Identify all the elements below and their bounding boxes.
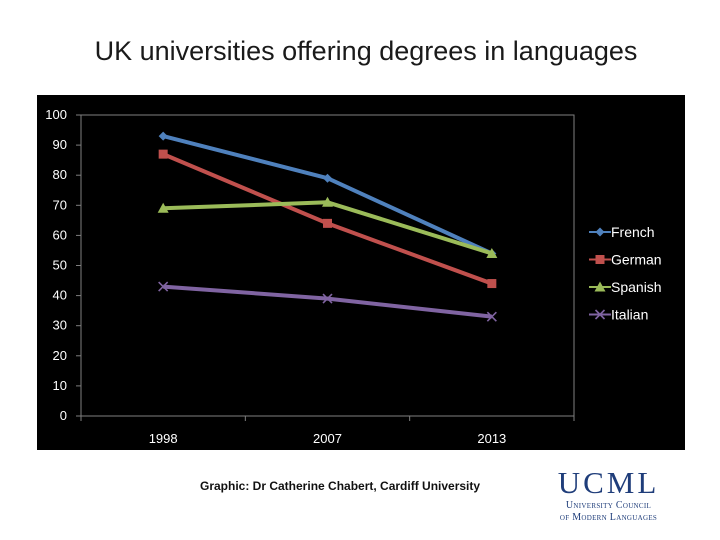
data-point-italian [322, 293, 333, 304]
plot-area [80, 114, 575, 417]
series-line-french [162, 134, 493, 256]
legend-marker-italian [594, 309, 606, 320]
data-point-italian-stroke [486, 311, 497, 322]
y-tick-label: 40 [53, 288, 67, 303]
legend-label-french: French [611, 224, 655, 240]
chart-panel: 0 10 20 30 40 50 60 70 80 90 100 1998 2007 2013 French… [37, 95, 685, 450]
data-point-french [158, 131, 168, 141]
x-tick-label: 2013 [477, 431, 506, 446]
series-line-spanish [163, 200, 493, 256]
y-tick-label: 70 [53, 197, 67, 212]
series-line-italian [163, 284, 493, 319]
data-point-german [158, 149, 168, 159]
data-point-french [323, 173, 332, 183]
series-line-german [162, 152, 493, 286]
data-point-italian [486, 311, 497, 322]
y-tick-label: 30 [53, 318, 67, 333]
legend-label-german: German [611, 252, 662, 268]
y-tick-label: 100 [45, 107, 67, 122]
data-point-italian [158, 281, 169, 292]
y-tick-label: 90 [53, 137, 67, 152]
legend-marker-french [595, 227, 605, 237]
y-tick-label: 50 [53, 258, 67, 273]
graphic-credit: Graphic: Dr Catherine Chabert, Cardiff U… [200, 479, 481, 493]
logo-line-1: University Council [565, 500, 652, 511]
line-chart: 0 10 20 30 40 50 60 70 80 90 100 1998 2007 2013 French… [45, 107, 662, 446]
y-tick-label: 60 [53, 227, 67, 242]
y-tick-label: 80 [53, 167, 67, 182]
slide-title: UK universities offering degrees in lang… [94, 36, 638, 66]
data-point-spanish [322, 196, 333, 207]
x-tick-label: 1998 [149, 431, 178, 446]
x-tick-label: 2007 [313, 431, 342, 446]
y-tick-label: 0 [60, 408, 67, 423]
y-tick-label: 10 [53, 378, 67, 393]
logo-wordmark: UCML [557, 465, 660, 500]
legend-marker-spanish [594, 281, 606, 292]
legend-marker-german [595, 255, 605, 264]
data-point-spanish [486, 247, 498, 258]
data-point-german [487, 279, 497, 289]
y-tick-label: 20 [53, 348, 67, 363]
legend-marker-italian-stroke [594, 309, 606, 320]
logo-line-2: of Modern Languages [559, 512, 658, 523]
data-point-spanish [157, 202, 169, 213]
data-point-italian-stroke [158, 281, 169, 292]
data-point-italian-stroke [322, 293, 333, 304]
ucml-logo: UCML University Council of Modern Langua… [546, 466, 671, 524]
legend-label-italian: Italian [611, 307, 648, 323]
data-point-german [323, 218, 332, 228]
legend-label-spanish: Spanish [611, 279, 662, 295]
